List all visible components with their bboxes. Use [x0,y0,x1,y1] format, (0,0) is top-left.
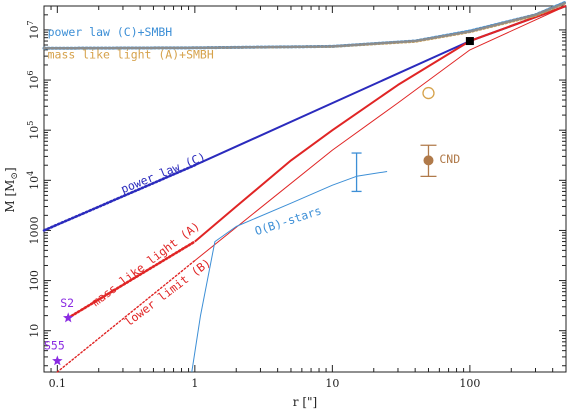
y-tick-label: 10 [28,324,41,338]
y-tick-label: 105 [26,121,41,140]
series-label: CND [439,152,460,166]
y-tick-label: 104 [26,171,41,190]
series-label: S2 [60,296,74,310]
filled-circle-marker [423,155,434,166]
series-label: power law (C) [119,149,208,196]
series-line [191,171,388,373]
y-tick-label-exponent: 6 [26,71,35,76]
series-label: mass like light (A)+SMBH [48,47,214,61]
series-label: mass like light (A) [89,219,202,309]
y-tick-label-base: 10 [28,324,41,338]
series-line [42,163,197,232]
y-tick-label: 107 [26,20,41,39]
series-label: O(B)-stars [253,203,323,238]
series-line [66,240,197,320]
x-tick-label: 100 [459,377,480,390]
series-label: S55 [44,339,65,353]
y-tick-label-base: 10 [28,76,41,90]
y-tick-label-exponent: 7 [26,20,35,25]
y-tick-label: 106 [26,71,41,90]
series-line [42,1,568,50]
y-tick-label: 1000 [28,216,41,244]
star-marker [52,355,63,366]
star-marker [63,312,74,323]
square-marker [465,37,474,46]
y-tick-label-base: 10 [28,126,41,140]
y-tick-label-base: 10 [28,25,41,39]
y-tick-label-exponent: 5 [26,121,35,126]
y-tick-label: 100 [28,270,41,291]
plot-frame [43,5,567,373]
y-axis-label: M [M⊙] [3,167,20,212]
y-axis-label-tail: ] [3,167,17,172]
y-axis-label-main: M [M [3,180,17,213]
y-tick-label-base: 10 [28,176,41,190]
x-tick-label: 1 [191,377,198,390]
series-line [194,5,567,261]
x-axis-label: r ["] [293,395,317,409]
y-tick-label-base: 1000 [28,216,41,244]
open-circle-marker [422,86,435,100]
series-line [194,5,567,243]
y-tick-label-base: 100 [28,270,41,291]
x-tick-label: 0.1 [49,377,67,390]
y-tick-label-exponent: 4 [26,171,35,176]
series-line [56,259,196,373]
y-axis-label-sub: ⊙ [10,172,20,180]
series-label: power law (C)+SMBH [48,25,173,39]
markers-layer [52,37,474,366]
x-tick-label: 10 [325,377,339,390]
series-line [194,5,567,167]
